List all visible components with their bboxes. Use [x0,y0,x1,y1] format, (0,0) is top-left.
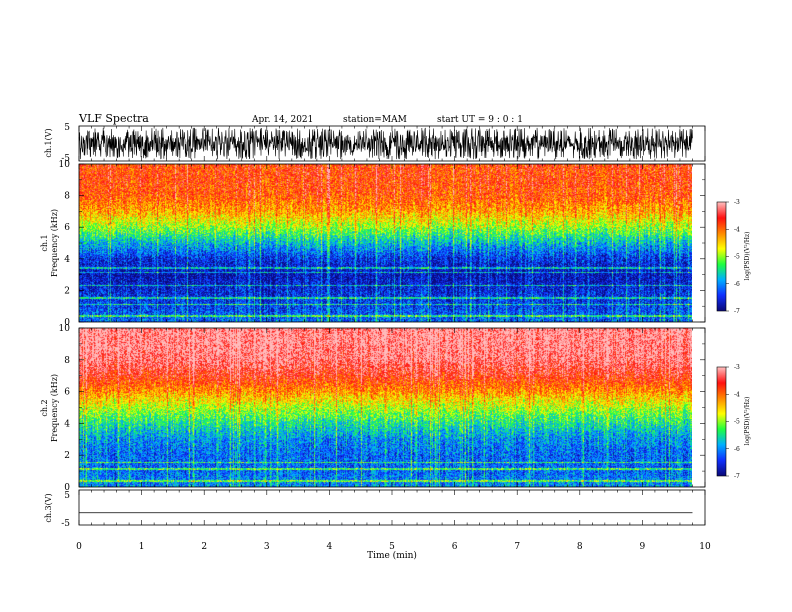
ch3-ytick-top: 5 [64,491,70,501]
time-tick-label: 0 [76,542,82,552]
ch3-waveform-ylabel: ch.3(V) [44,493,53,522]
ch1-colorbar-gradient [717,202,726,311]
colorbar-tick-label: -3 [734,364,740,371]
ch3-waveform-frame [78,489,706,526]
colorbar-tick-label: -5 [734,419,740,426]
freq-tick-label: 4 [64,419,70,429]
ch2-channel-label: ch.2 [40,399,49,416]
time-tick-label: 7 [514,542,520,552]
time-tick-label: 5 [389,542,395,552]
freq-tick-label: 8 [64,356,70,366]
time-tick-label: 2 [201,542,207,552]
ch1-channel-label: ch.1 [40,234,49,251]
ch3-ytick-bottom: -5 [61,519,70,529]
time-tick-marks [78,126,706,525]
ch1-spectrogram-image [79,164,692,322]
colorbar-tick-label: -6 [734,446,740,453]
colorbar-tick-label: -4 [734,391,740,398]
date-label: Apr. 14, 2021 [251,115,313,125]
time-tick-label: 9 [640,542,646,552]
time-tick-label: 1 [139,542,145,552]
freq-tick-label: 2 [64,451,70,461]
ch1-ytick-bottom: -5 [61,154,70,164]
colorbar-tick-label: -7 [734,473,740,480]
ch1-waveform-trace [78,127,693,160]
x-axis-label: Time (min) [367,550,417,561]
start-time-label: start UT = 9 : 0 : 1 [437,115,523,125]
ch1-freq-ticks: 0 2 4 6 8 10 [59,160,705,328]
ch2-colorbar-ticks: -3 -4 -5 -6 -7 [726,364,740,480]
colorbar-tick-label: -6 [734,281,740,288]
colorbar-tick-label: -7 [734,308,740,315]
colorbar-tick-label: -5 [734,254,740,261]
time-tick-label: 4 [327,542,333,552]
ch1-waveform-ylabel: ch.1(V) [44,128,53,157]
freq-tick-label: 10 [59,160,71,170]
time-tick-label: 6 [452,542,458,552]
ch1-colorbar-label: log(PSD)(V²/Hz) [744,232,751,281]
freq-tick-label: 0 [64,318,70,328]
time-tick-labels: 0 1 2 3 4 5 6 7 8 9 10 [76,542,711,552]
time-tick-label: 3 [264,542,270,552]
station-label: station=MAM [343,115,407,125]
ch3-waveform-panel: 5 -5 ch.3(V) [44,489,706,529]
time-tick-label: 8 [577,542,583,552]
freq-tick-label: 2 [64,286,70,296]
ch1-waveform-panel: 5 -5 ch.1(V) [44,123,706,164]
colorbar-tick-label: -3 [734,199,740,206]
ch2-frequency-label: Frequency (kHz) [50,374,59,442]
ch1-ytick-top: 5 [64,123,70,133]
colorbar-tick-label: -4 [734,226,740,233]
freq-tick-label: 10 [59,324,71,334]
freq-tick-label: 6 [64,223,70,233]
freq-tick-label: 6 [64,388,70,398]
ch2-colorbar-gradient [717,367,726,476]
ch2-spectrogram-image [79,328,692,487]
ch2-colorbar-label: log(PSD)(V²/Hz) [744,397,751,446]
chart-title: VLF Spectra [78,112,149,125]
ch2-freq-ticks: 0 2 4 6 8 10 [59,324,705,493]
ch1-colorbar-ticks: -3 -4 -5 -6 -7 [726,199,740,315]
ch1-frequency-label: Frequency (kHz) [50,209,59,277]
freq-tick-label: 8 [64,192,70,202]
freq-tick-label: 4 [64,255,70,265]
freq-tick-label: 0 [64,483,70,493]
time-tick-label: 10 [699,542,711,552]
